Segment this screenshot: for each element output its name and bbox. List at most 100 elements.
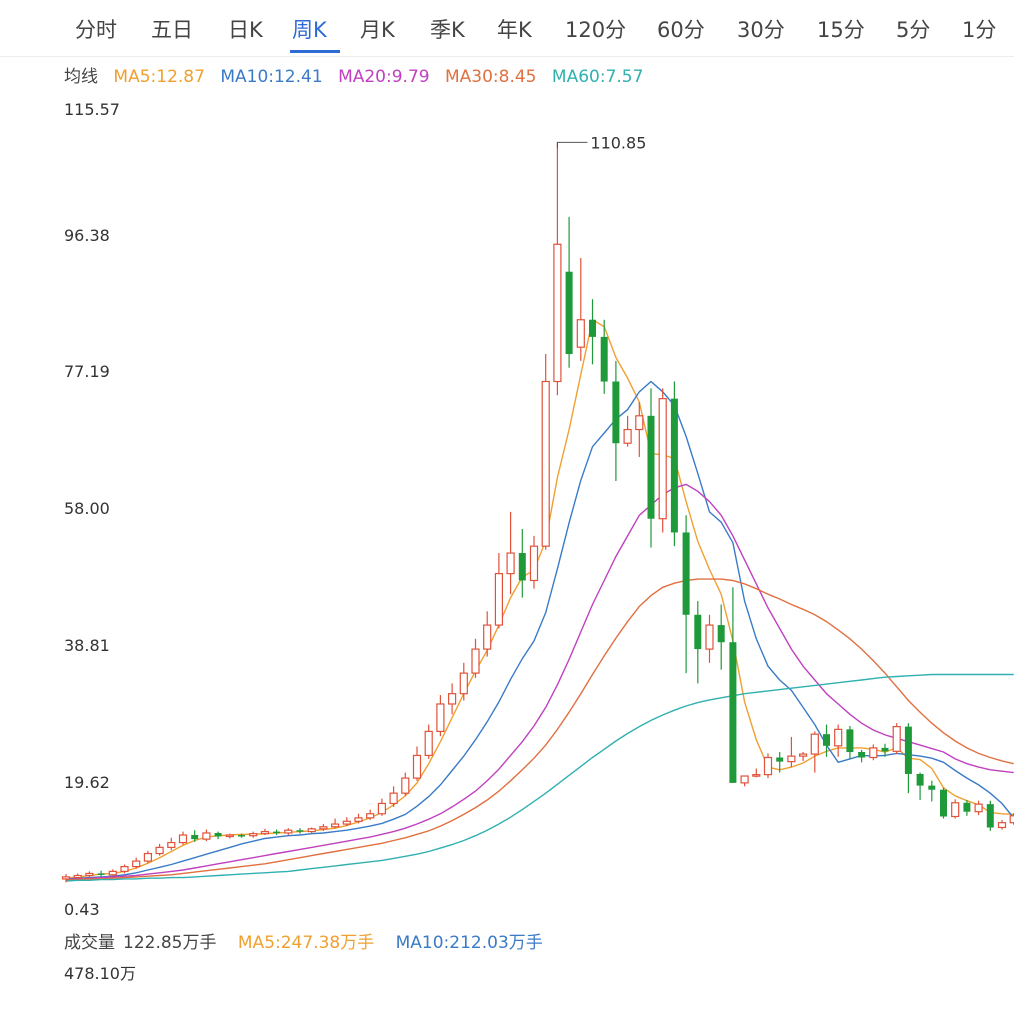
candle-38 [506, 511, 515, 595]
candle-36 [483, 611, 492, 657]
candle-35 [471, 638, 480, 678]
candle-70 [881, 743, 889, 757]
y-tick-6: 0.43 [64, 900, 100, 919]
candle-28 [389, 786, 398, 807]
y-tick-4: 38.81 [64, 636, 110, 655]
candle-68 [858, 749, 866, 763]
max-annotation-label: 110.85 [590, 133, 646, 152]
tab-7[interactable]: 120分 [565, 18, 627, 42]
candle-75 [940, 787, 947, 819]
candle-19 [284, 828, 293, 836]
volume-title: 成交量 122.85万手 [64, 933, 216, 953]
candle-72 [904, 723, 912, 794]
candle-63 [798, 752, 808, 761]
volume-legend: 成交量 122.85万手 MA5:247.38万手 MA10:212.03万手 [64, 928, 559, 953]
candle-29 [401, 772, 410, 796]
candle-44 [576, 257, 585, 361]
candle-32 [436, 695, 445, 737]
candle-11 [191, 830, 199, 842]
tab-0[interactable]: 分时 [75, 18, 117, 42]
candle-45 [589, 299, 596, 365]
candle-8 [155, 843, 164, 856]
candle-66 [834, 724, 843, 757]
candle-50 [647, 388, 655, 548]
tab-3[interactable]: 周K [292, 18, 327, 42]
y-tick-2: 77.19 [64, 362, 110, 381]
candle-10 [178, 831, 188, 845]
candle-47 [612, 360, 620, 481]
active-tab-underline [290, 50, 340, 53]
candle-52 [670, 381, 678, 547]
candle-21 [307, 827, 316, 833]
candle-79 [986, 800, 994, 831]
candle-2 [85, 871, 94, 877]
candle-55 [705, 614, 714, 663]
candles-group [61, 142, 1014, 883]
candle-59 [752, 768, 761, 778]
max-annotation-leader [556, 141, 588, 149]
tab-6[interactable]: 年K [497, 18, 532, 42]
ma5-line [65, 318, 1014, 879]
candle-37 [494, 553, 503, 629]
candle-73 [916, 772, 924, 801]
ma60-label: MA60:7.57 [551, 67, 644, 87]
candle-61 [776, 752, 784, 773]
volume-ma10: MA10:212.03万手 [395, 933, 543, 953]
y-tick-0: 115.57 [64, 100, 120, 119]
candle-13 [214, 831, 222, 840]
candle-65 [823, 724, 830, 757]
candle-15 [238, 833, 245, 838]
candle-69 [869, 744, 878, 761]
candle-49 [635, 402, 644, 457]
volume-title-text: 成交量 [64, 933, 115, 953]
tab-4[interactable]: 月K [360, 18, 395, 42]
candle-42 [553, 142, 562, 396]
candle-23 [331, 818, 340, 829]
tab-9[interactable]: 30分 [737, 18, 785, 42]
candle-7 [143, 850, 152, 864]
tab-2[interactable]: 日K [228, 18, 263, 42]
y-tick-3: 58.00 [64, 499, 110, 518]
candle-26 [366, 809, 375, 820]
candle-25 [354, 813, 363, 824]
tab-12[interactable]: 1分 [962, 18, 997, 42]
candle-14 [225, 833, 234, 839]
y-tick-5: 19.62 [64, 773, 110, 792]
ma20-line [65, 483, 1014, 881]
candle-58 [740, 775, 749, 787]
candle-46 [600, 319, 608, 394]
candle-33 [448, 683, 457, 715]
candle-48 [623, 415, 632, 447]
candle-31 [424, 724, 433, 759]
tab-5[interactable]: 季K [430, 18, 465, 42]
candle-39 [518, 529, 526, 598]
candle-62 [787, 736, 796, 768]
tab-1[interactable]: 五日 [151, 18, 193, 42]
tab-11[interactable]: 5分 [896, 18, 931, 42]
ma5-label: MA5:12.87 [113, 67, 205, 87]
volume-max: 478.10万 [64, 964, 136, 983]
candle-3 [97, 870, 105, 877]
candle-1 [73, 873, 82, 880]
volume-value: 122.85万手 [123, 933, 217, 953]
candle-22 [319, 824, 328, 831]
candle-16 [249, 831, 258, 838]
ma60-line [65, 673, 1014, 882]
candle-78 [974, 800, 983, 816]
candle-17 [260, 828, 269, 836]
tab-10[interactable]: 15分 [817, 18, 865, 42]
candle-9 [167, 837, 176, 851]
candle-34 [459, 662, 468, 701]
candle-27 [377, 798, 386, 816]
candle-60 [763, 753, 773, 779]
candle-24 [342, 817, 351, 827]
ma30-label: MA30:8.45 [444, 67, 537, 87]
candle-67 [846, 725, 854, 759]
tab-8[interactable]: 60分 [657, 18, 705, 42]
candle-40 [529, 535, 539, 589]
candle-0 [61, 874, 71, 883]
ma10-label: MA10:12.41 [220, 67, 323, 87]
candle-77 [963, 800, 971, 816]
candle-18 [273, 829, 281, 836]
